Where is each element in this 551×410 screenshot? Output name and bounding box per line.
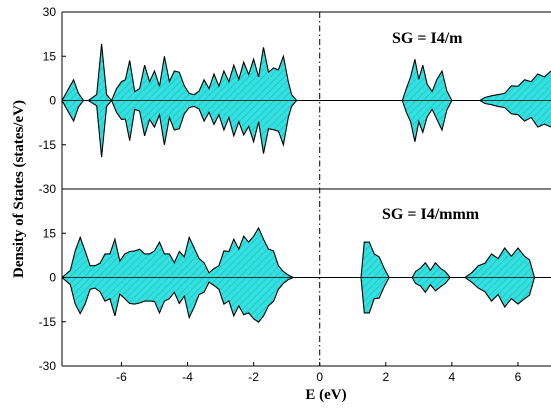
y-tick-label-panel-1-3: -15 xyxy=(39,315,57,329)
x-tick-label-4: 2 xyxy=(382,370,389,384)
x-tick-label-3: 0 xyxy=(316,370,323,384)
x-tick-label-2: -2 xyxy=(248,370,259,384)
panel-label-bottom: SG = I4/mmm xyxy=(382,206,480,223)
y-tick-label-panel-1-2: 0 xyxy=(49,271,56,285)
y-tick-label-panel-0-0: 30 xyxy=(43,5,57,19)
x-tick-label-6: 6 xyxy=(515,370,522,384)
panel-label-top: SG = I4/m xyxy=(392,30,463,47)
y-tick-label-panel-0-1: 15 xyxy=(43,49,57,63)
y-axis-title: Density of States (states/eV) xyxy=(11,100,27,278)
x-tick-label-1: -4 xyxy=(182,370,193,384)
y-tick-label-panel-1-1: 15 xyxy=(43,226,57,240)
y-tick-label-panel-0-4: -30 xyxy=(39,182,57,196)
y-tick-label-panel-0-3: -15 xyxy=(39,138,57,152)
y-tick-label-panel-1-4: -30 xyxy=(39,359,57,373)
x-axis-title: E (eV) xyxy=(305,387,346,403)
dos-hatch-panel-1 xyxy=(62,227,551,323)
dos-line-lower-panel-0 xyxy=(62,99,551,158)
x-tick-label-5: 4 xyxy=(449,370,456,384)
x-tick-label-0: -6 xyxy=(116,370,127,384)
y-tick-label-panel-0-2: 0 xyxy=(49,94,56,108)
